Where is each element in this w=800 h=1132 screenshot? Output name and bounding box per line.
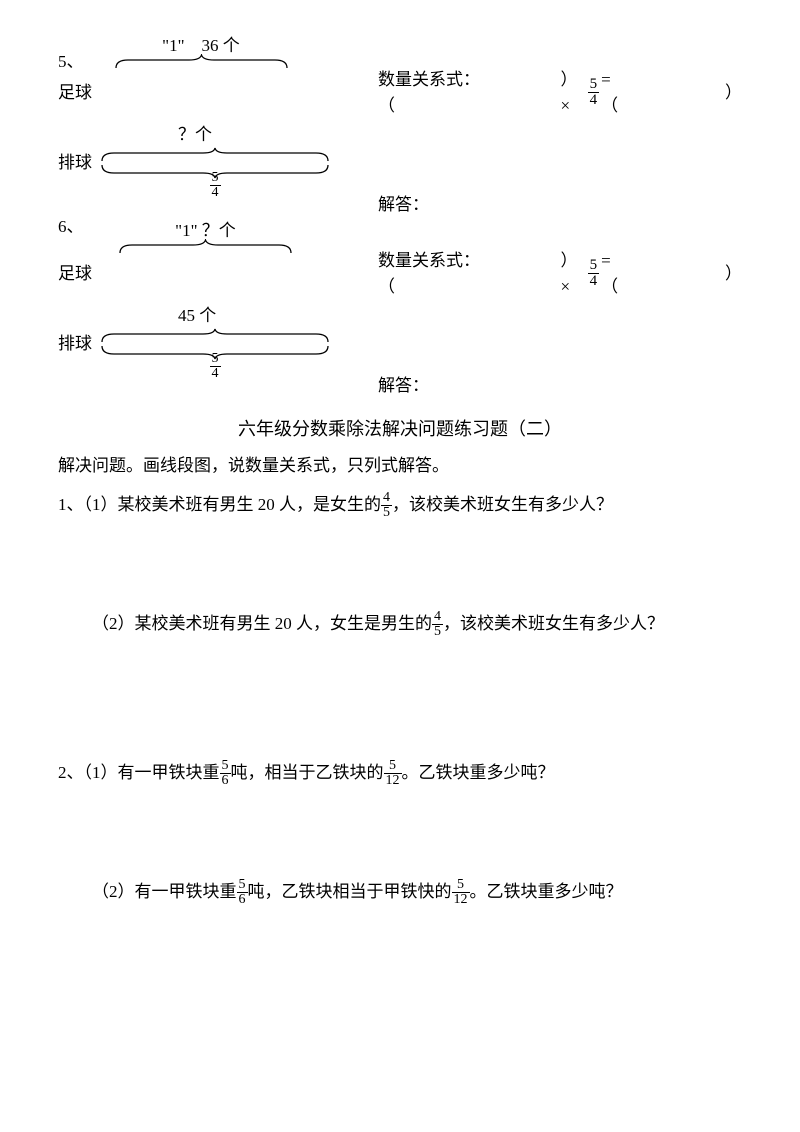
brace-top-icon — [100, 147, 330, 163]
top-label: "1" 36 个 — [114, 33, 289, 59]
q-text: ，该校美术班女生有多少人？ — [443, 614, 664, 633]
page: 5、 "1" 36 个 足球 数量关系式：（ ）× 54 =（ ） ？个 — [0, 0, 800, 907]
fraction: 56 — [237, 878, 248, 907]
rel-mid: ）× — [560, 248, 585, 299]
problem-6: 6、 "1" ？个 足球 数量关系式：（ ）× 54 =（ ） — [58, 215, 742, 386]
bottom-fraction: 54 — [100, 171, 330, 200]
question-2-2: （2）有一甲铁块重56吨，乙铁块相当于甲铁快的512。乙铁块重多少吨？ — [58, 878, 742, 907]
rel-eq: =（ — [601, 67, 626, 118]
fraction: 56 — [220, 759, 231, 788]
answer-label: 解答： — [378, 192, 429, 218]
rel-text: 数量关系式：（ — [378, 67, 483, 118]
q-text: （2）某校美术班有男生 20 人，女生是男生的 — [92, 614, 432, 633]
fraction: 54 — [588, 258, 600, 289]
football-label: 足球 — [58, 261, 92, 287]
question-label: ？个 — [178, 122, 212, 148]
problem-number: 6、 — [58, 214, 84, 240]
problem-number: 5、 — [58, 49, 84, 75]
worksheet-title: 六年级分数乘除法解决问题练习题（二） — [58, 416, 742, 443]
relation-expression: 数量关系式：（ ）× 54 =（ ） — [378, 67, 742, 118]
rel-eq: =（ — [601, 248, 626, 299]
brace-top-icon — [100, 328, 330, 344]
rel-end: ） — [725, 80, 742, 106]
fraction: 512 — [452, 878, 470, 907]
question-1-1: 1、（1）某校美术班有男生 20 人，是女生的45，该校美术班女生有多少人？ — [58, 491, 742, 520]
count-label: 45 个 — [178, 303, 216, 329]
rel-end: ） — [725, 261, 742, 287]
q-text: 。乙铁块重多少吨？ — [470, 882, 623, 901]
rel-text: 数量关系式：（ — [378, 248, 483, 299]
q-text: （2）有一甲铁块重 — [92, 882, 237, 901]
rel-mid: ）× — [560, 67, 585, 118]
q-text: ，该校美术班女生有多少人？ — [392, 495, 613, 514]
question-2-1: 2、（1）有一甲铁块重56吨，相当于乙铁块的512。乙铁块重多少吨？ — [58, 759, 742, 788]
q-text: 吨，乙铁块相当于甲铁快的 — [248, 882, 452, 901]
answer-label: 解答： — [378, 373, 429, 399]
q-text: 吨，相当于乙铁块的 — [231, 763, 384, 782]
football-label: 足球 — [58, 80, 92, 106]
volleyball-label: 排球 — [58, 150, 92, 176]
fraction: 45 — [381, 491, 392, 520]
fraction: 45 — [432, 610, 443, 639]
question-1-2: （2）某校美术班有男生 20 人，女生是男生的45，该校美术班女生有多少人？ — [58, 610, 742, 639]
section-intro: 解决问题。画线段图，说数量关系式，只列式解答。 — [58, 453, 742, 479]
fraction: 54 — [588, 77, 600, 108]
q-text: 。乙铁块重多少吨？ — [402, 763, 555, 782]
problem-5: 5、 "1" 36 个 足球 数量关系式：（ ）× 54 =（ ） ？个 — [58, 50, 742, 205]
fraction: 512 — [384, 759, 402, 788]
volleyball-label: 排球 — [58, 331, 92, 357]
q-text: 2、（1）有一甲铁块重 — [58, 763, 220, 782]
top-label: "1" ？个 — [118, 218, 293, 244]
q-text: 1、（1）某校美术班有男生 20 人，是女生的 — [58, 495, 381, 514]
relation-expression: 数量关系式：（ ）× 54 =（ ） — [378, 248, 742, 299]
bottom-fraction: 54 — [100, 352, 330, 381]
